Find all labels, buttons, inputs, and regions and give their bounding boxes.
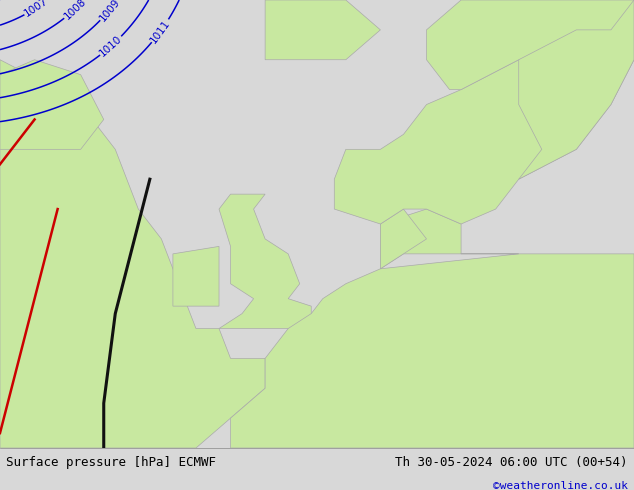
- Text: 1009: 1009: [98, 0, 122, 23]
- Text: 1007: 1007: [23, 0, 50, 19]
- Text: 1010: 1010: [98, 34, 124, 58]
- Text: Surface pressure [hPa] ECMWF: Surface pressure [hPa] ECMWF: [6, 456, 216, 469]
- Text: Th 30-05-2024 06:00 UTC (00+54): Th 30-05-2024 06:00 UTC (00+54): [395, 456, 628, 469]
- Polygon shape: [380, 209, 427, 269]
- Polygon shape: [0, 60, 265, 448]
- Polygon shape: [231, 209, 634, 448]
- Polygon shape: [173, 246, 219, 306]
- Polygon shape: [219, 194, 311, 328]
- Text: 1011: 1011: [148, 18, 172, 45]
- Polygon shape: [0, 60, 104, 149]
- Polygon shape: [427, 0, 634, 90]
- Polygon shape: [334, 30, 634, 224]
- Text: 1008: 1008: [62, 0, 88, 22]
- Polygon shape: [265, 0, 380, 60]
- Polygon shape: [519, 0, 634, 179]
- Text: ©weatheronline.co.uk: ©weatheronline.co.uk: [493, 481, 628, 490]
